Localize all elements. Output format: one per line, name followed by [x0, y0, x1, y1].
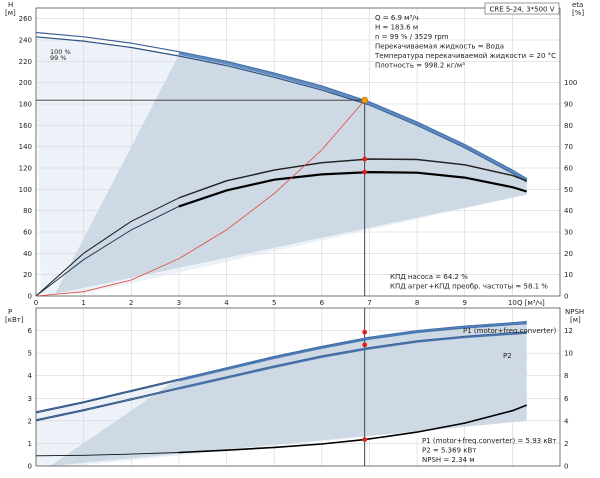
operating-range-dark [55, 54, 527, 294]
p-axis-unit: [кВт] [5, 316, 24, 324]
p-tick-label: 5 [28, 350, 32, 358]
y-right-tick-label: 80 [564, 122, 573, 130]
p1-series-label: P1 (motor+freq.converter) [463, 327, 556, 335]
x-tick-label: 3 [177, 299, 181, 307]
y-left-tick-label: 180 [19, 101, 32, 109]
efficiency-text-line: КПД насоса = 64.2 % [390, 273, 468, 281]
x-axis-label: Q [м³/ч] [517, 299, 545, 307]
p-tick-label: 1 [28, 440, 32, 448]
npsh-tick-label: 8 [564, 372, 568, 380]
info-text-line: Плотность = 998.2 кг/м³ [375, 62, 465, 70]
y-right-tick-label: 60 [564, 165, 573, 173]
y-right-tick-label: 30 [564, 229, 573, 237]
y-right-tick-label: 0 [564, 293, 568, 301]
npsh-axis-label: NPSH [565, 308, 584, 316]
y-right-tick-label: 70 [564, 143, 573, 151]
title-box [484, 2, 560, 15]
p-tick-label: 4 [28, 372, 33, 380]
x-tick-label: 1 [81, 299, 85, 307]
x-tick-label: 9 [462, 299, 466, 307]
y-left-tick-label: 100 [19, 186, 32, 194]
info-text-line: Q = 6.9 м³/ч [375, 14, 419, 22]
y-left-tick-label: 220 [19, 58, 32, 66]
power-range-dark [50, 321, 527, 466]
y-left-tick-label: 120 [19, 165, 32, 173]
y-left-tick-label: 40 [23, 250, 32, 258]
lower-plot-frame [35, 307, 561, 467]
npsh-tick-label: 2 [564, 440, 568, 448]
system-curve [35, 99, 366, 297]
x-tick-label: 4 [224, 299, 229, 307]
y-right-tick-label: 90 [564, 101, 573, 109]
y-left-axis-label: H [8, 1, 13, 9]
info-text-line: n = 99 % / 3529 rpm [375, 33, 449, 41]
p-tick-label: 3 [28, 395, 32, 403]
y-right-tick-label: 10 [564, 271, 573, 279]
x-tick-label: 0 [34, 299, 38, 307]
info-text-line: Температура перекачиваемой жидкости = 20… [374, 52, 556, 60]
y-right-axis-unit: [%] [572, 9, 584, 17]
duty-point-marker [361, 96, 368, 104]
p2-band [178, 331, 527, 390]
p2-marker [362, 342, 368, 348]
y-left-tick-label: 160 [19, 122, 32, 130]
p2-series-label: P2 [503, 352, 512, 360]
y-right-tick-label: 50 [564, 186, 573, 194]
curve-label-99: 99 % [50, 54, 67, 62]
y-right-tick-label: 20 [564, 250, 573, 258]
npsh-axis-unit: [м] [570, 316, 581, 324]
x-tick-label: 5 [272, 299, 276, 307]
npsh-tick-label: 12 [564, 327, 573, 335]
x-tick-label: 6 [320, 299, 325, 307]
y-right-tick-label: 40 [564, 207, 573, 215]
curve-label-100: 100 % [50, 48, 71, 56]
x-tick-label: 2 [129, 299, 133, 307]
info-text-line: Перекачиваемая жидкость = Вода [375, 43, 504, 51]
efficiency-text-line: КПД агрег+КПД преобр. частоты = 58.1 % [390, 283, 548, 291]
power-legend-line: P1 (motor+freq.converter) = 5.93 кВт [422, 437, 556, 445]
efficiency-pump-band [178, 158, 527, 199]
npsh-tick-label: 4 [564, 417, 569, 425]
npsh-tick-label: 10 [564, 350, 573, 358]
power-legend-line: NPSH = 2.34 м [422, 456, 475, 464]
y-right-tick-label: 100 [564, 79, 577, 87]
npsh-tick-label: 6 [564, 395, 569, 403]
p1-band [178, 321, 527, 382]
x-tick-label: 8 [415, 299, 419, 307]
p-axis-label: P [8, 308, 12, 316]
y-left-tick-label: 240 [19, 37, 32, 45]
head-curve-band [178, 51, 528, 182]
y-left-tick-label: 20 [23, 271, 32, 279]
y-right-axis-label: eta [572, 1, 583, 9]
x-tick-label: 7 [367, 299, 371, 307]
npsh-tick-label: 0 [564, 463, 568, 471]
y-left-tick-label: 60 [23, 229, 32, 237]
y-left-tick-label: 140 [19, 143, 32, 151]
upper-plot-frame [35, 7, 561, 297]
eta-pump-marker [362, 156, 368, 162]
info-text-line: H = 183.6 м [375, 24, 418, 32]
p1-marker [362, 329, 368, 335]
x-tick-label: 10 [508, 299, 517, 307]
efficiency-total-band [178, 170, 528, 208]
y-left-tick-label: 260 [19, 15, 32, 23]
p-tick-label: 2 [28, 417, 32, 425]
y-left-tick-label: 200 [19, 79, 32, 87]
eta-total-marker [362, 169, 368, 175]
y-left-tick-label: 80 [23, 207, 32, 215]
y-left-tick-label: 0 [28, 293, 32, 301]
npsh-marker [362, 437, 368, 442]
power-legend-line: P2 = 5.369 кВт [422, 447, 476, 455]
chart-title: CRE 5-24, 3*500 V [489, 6, 554, 14]
p-tick-label: 0 [28, 463, 32, 471]
p-tick-label: 6 [28, 327, 33, 335]
y-left-axis-unit: [м] [5, 9, 16, 17]
